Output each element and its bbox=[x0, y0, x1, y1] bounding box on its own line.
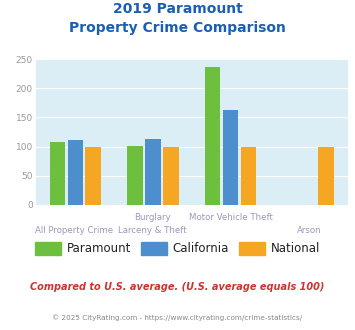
Text: © 2025 CityRating.com - https://www.cityrating.com/crime-statistics/: © 2025 CityRating.com - https://www.city… bbox=[53, 314, 302, 321]
Text: Larceny & Theft: Larceny & Theft bbox=[118, 226, 187, 235]
Text: All Property Crime: All Property Crime bbox=[36, 226, 114, 235]
Bar bbox=[163, 147, 179, 205]
Bar bbox=[127, 146, 143, 205]
Bar bbox=[145, 139, 161, 205]
Bar bbox=[67, 140, 83, 205]
Text: Motor Vehicle Theft: Motor Vehicle Theft bbox=[189, 213, 273, 222]
Bar bbox=[223, 110, 238, 205]
Text: Burglary: Burglary bbox=[134, 213, 171, 222]
Bar bbox=[50, 142, 65, 205]
Bar bbox=[318, 147, 334, 205]
Text: Compared to U.S. average. (U.S. average equals 100): Compared to U.S. average. (U.S. average … bbox=[30, 282, 325, 292]
Text: 2019 Paramount: 2019 Paramount bbox=[113, 2, 242, 16]
Text: Property Crime Comparison: Property Crime Comparison bbox=[69, 21, 286, 35]
Bar bbox=[86, 147, 101, 205]
Legend: Paramount, California, National: Paramount, California, National bbox=[31, 237, 324, 260]
Bar bbox=[241, 147, 256, 205]
Text: Arson: Arson bbox=[296, 226, 321, 235]
Bar bbox=[205, 67, 220, 205]
